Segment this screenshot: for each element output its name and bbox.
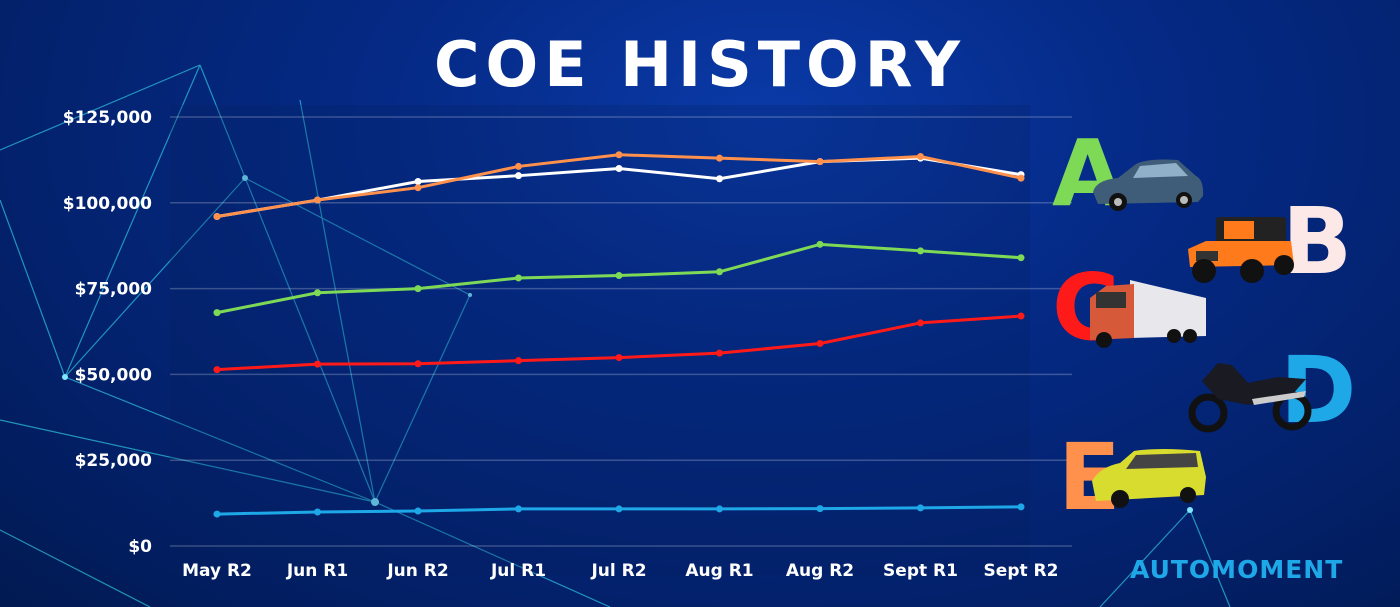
mpv-icon <box>1092 449 1206 508</box>
sedan-icon <box>1093 159 1204 211</box>
data-point-a <box>1017 254 1025 262</box>
y-tick-label: $125,000 <box>63 108 152 128</box>
chart-title: COE HISTORY <box>434 28 966 101</box>
data-point-a <box>213 309 221 317</box>
data-point-d <box>314 508 321 516</box>
data-point-d <box>716 505 723 513</box>
data-point-a <box>615 272 623 280</box>
data-point-e <box>314 196 321 204</box>
data-point-e <box>414 184 422 192</box>
data-point-e <box>716 154 723 162</box>
data-point-d <box>213 510 221 518</box>
x-tick-label: Aug R2 <box>786 561 854 581</box>
data-point-a <box>414 285 422 293</box>
data-point-a <box>716 268 723 276</box>
x-tick-label: Jun R1 <box>286 561 348 581</box>
data-point-d <box>1017 503 1025 511</box>
x-tick-label: May R2 <box>182 561 252 581</box>
motorcycle-icon <box>1188 363 1312 433</box>
series-line-c <box>216 314 1022 372</box>
data-point-c <box>213 366 221 374</box>
data-point-b <box>716 175 723 183</box>
x-tick-label: Jul R1 <box>490 561 546 581</box>
y-tick-label: $0 <box>128 537 152 557</box>
data-point-d <box>917 504 924 512</box>
data-point-e <box>816 158 824 166</box>
data-point-d <box>414 507 422 515</box>
data-point-e <box>1017 174 1025 182</box>
automoment-logo: AUTOMOMENT <box>1130 555 1344 584</box>
data-point-d <box>816 505 824 513</box>
y-tick-label: $100,000 <box>63 194 152 214</box>
data-point-c <box>816 340 824 348</box>
data-point-e <box>213 213 221 221</box>
x-tick-label: Sept R1 <box>883 561 958 581</box>
data-point-c <box>1017 312 1025 320</box>
jeep-icon <box>1188 217 1294 283</box>
data-point-e <box>917 152 924 160</box>
data-point-a <box>917 247 924 255</box>
x-tick-label: Jul R2 <box>590 561 646 581</box>
data-point-b <box>515 172 522 180</box>
series-line-e <box>216 153 1022 219</box>
x-tick-label: Jun R2 <box>386 561 448 581</box>
y-tick-label: $75,000 <box>75 280 153 300</box>
truck-icon <box>1090 280 1206 348</box>
data-point-d <box>615 505 623 513</box>
data-point-a <box>816 240 824 248</box>
data-point-a <box>515 274 522 282</box>
x-tick-label: Sept R2 <box>984 561 1059 581</box>
data-point-c <box>917 319 924 327</box>
y-tick-label: $25,000 <box>75 451 153 471</box>
legend-letter-b: B <box>1282 188 1353 295</box>
data-point-d <box>515 505 522 513</box>
x-tick-label: Aug R1 <box>685 561 753 581</box>
data-point-c <box>515 357 522 365</box>
data-point-c <box>314 360 321 368</box>
data-point-c <box>414 360 422 368</box>
y-tick-label: $50,000 <box>75 365 153 385</box>
data-point-a <box>314 289 321 297</box>
data-point-c <box>615 354 623 362</box>
data-point-b <box>414 178 422 186</box>
data-point-e <box>515 162 522 170</box>
data-point-e <box>615 151 623 159</box>
data-point-b <box>615 164 623 172</box>
data-point-c <box>716 349 723 357</box>
